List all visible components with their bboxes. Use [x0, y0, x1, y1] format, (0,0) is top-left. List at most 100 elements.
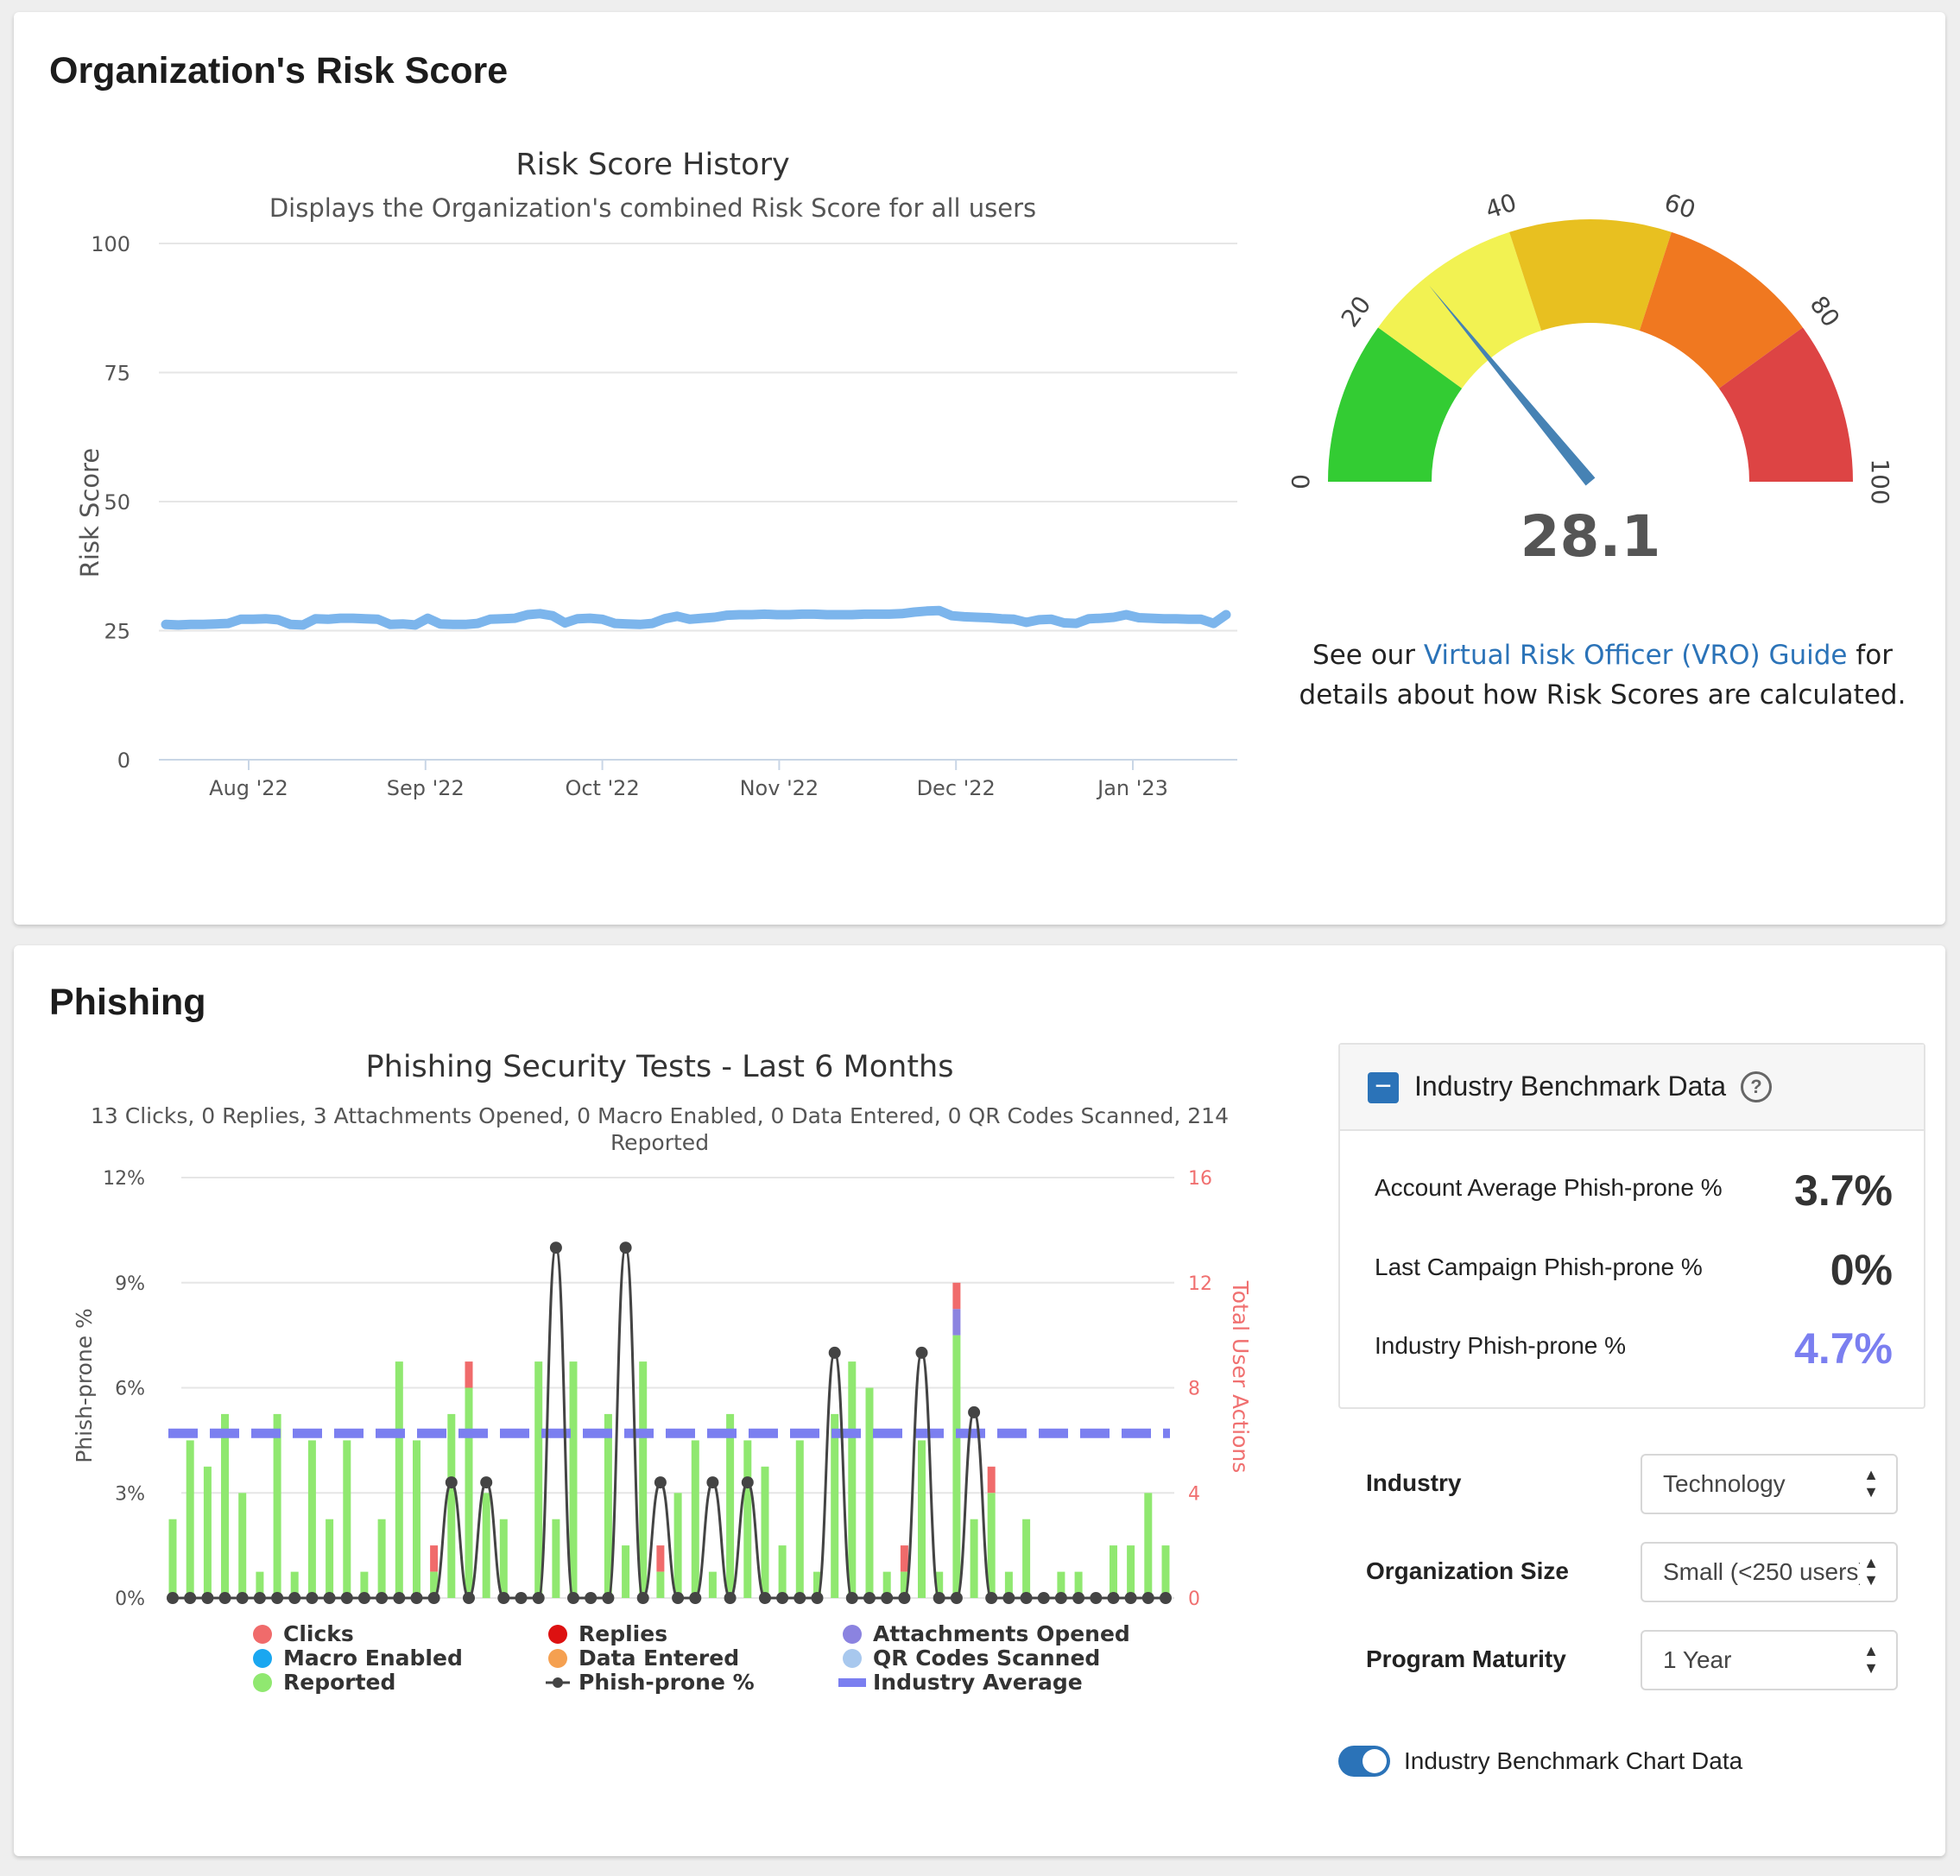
- reported-bar: [343, 1440, 351, 1598]
- reported-bar: [726, 1413, 735, 1598]
- legend-item[interactable]: Industry Average: [838, 1670, 1083, 1695]
- legend-item[interactable]: Reported: [253, 1670, 395, 1695]
- reported-bar: [691, 1440, 699, 1598]
- phish-prone-point: [515, 1592, 528, 1604]
- reported-bar: [882, 1571, 891, 1598]
- legend-item[interactable]: Clicks: [253, 1621, 354, 1646]
- reported-bar: [970, 1519, 978, 1598]
- reported-bar: [552, 1519, 560, 1598]
- benchmark-chart-toggle[interactable]: [1338, 1746, 1390, 1777]
- reported-bar: [1127, 1545, 1135, 1598]
- phish-prone-point: [654, 1476, 667, 1489]
- phish-left-axis-label: Phish-prone %: [72, 1308, 97, 1463]
- legend-marker: [548, 1649, 567, 1668]
- legend-item[interactable]: QR Codes Scanned: [843, 1645, 1100, 1671]
- benchmark-value: 3.7%: [1794, 1166, 1893, 1215]
- reported-bar: [1057, 1571, 1065, 1598]
- legend-item[interactable]: Data Entered: [548, 1645, 739, 1671]
- phish-prone-point: [811, 1592, 824, 1604]
- organization-size-select[interactable]: Small (<250 users) ▲ ▼: [1641, 1542, 1898, 1602]
- help-icon[interactable]: ?: [1741, 1071, 1772, 1102]
- x-tick-label: Jan '23: [1096, 776, 1168, 800]
- benchmark-row-account-average: Account Average Phish-prone % 3.7%: [1375, 1165, 1893, 1217]
- clicks-bar: [900, 1545, 908, 1572]
- legend-label: Attachments Opened: [873, 1621, 1130, 1646]
- gauge-tick-label: 100: [1866, 458, 1894, 504]
- risk-card-title: Organization's Risk Score: [49, 50, 509, 92]
- phish-prone-point: [759, 1592, 771, 1604]
- reported-bar: [221, 1413, 229, 1598]
- vro-suffix: for details about how Risk Scores are ca…: [1299, 640, 1906, 711]
- gauge-needle: [1429, 285, 1596, 486]
- x-tick-label: Aug '22: [209, 776, 288, 800]
- legend-item[interactable]: Replies: [548, 1621, 667, 1646]
- phish-prone-point: [167, 1592, 179, 1604]
- y-tick-label: 25: [104, 620, 130, 644]
- reported-bar: [168, 1519, 177, 1598]
- risk-score-card: Organization's Risk Score Risk Score His…: [14, 12, 1945, 925]
- benchmark-value: 4.7%: [1794, 1324, 1893, 1373]
- phish-prone-point: [549, 1241, 562, 1254]
- phish-prone-point: [306, 1592, 319, 1604]
- x-tick-label: Nov '22: [740, 776, 819, 800]
- phish-prone-point: [602, 1592, 615, 1604]
- legend-marker: [838, 1678, 866, 1687]
- phish-prone-point: [253, 1592, 266, 1604]
- legend-item[interactable]: Macro Enabled: [253, 1645, 463, 1671]
- reported-bar: [604, 1413, 612, 1598]
- risk-score-history-chart: Risk Score History Displays the Organiza…: [75, 148, 1237, 800]
- organization-size-select-value: Small (<250 users): [1663, 1558, 1860, 1585]
- x-tick-label: Sep '22: [387, 776, 465, 800]
- phish-prone-point: [1037, 1592, 1050, 1604]
- gauge-band: [1328, 327, 1463, 482]
- phish-prone-point: [236, 1592, 249, 1604]
- program-maturity-select[interactable]: 1 Year ▲ ▼: [1641, 1630, 1898, 1690]
- reported-bar: [499, 1519, 508, 1598]
- reported-bar: [813, 1571, 821, 1598]
- legend-item[interactable]: Phish-prone %: [546, 1670, 755, 1695]
- reported-bar: [848, 1361, 857, 1598]
- reported-bar: [987, 1493, 996, 1599]
- benchmark-row-industry: Industry Phish-prone % 4.7%: [1375, 1323, 1893, 1375]
- legend-item[interactable]: Attachments Opened: [843, 1621, 1130, 1646]
- reported-bar: [795, 1440, 804, 1598]
- risk-gauge: 0 20 40 60 80 100 28.1: [1287, 188, 1894, 570]
- industry-select[interactable]: Technology ▲ ▼: [1641, 1454, 1898, 1514]
- reported-bar: [290, 1571, 299, 1598]
- program-maturity-label: Program Maturity: [1366, 1645, 1566, 1672]
- legend-label: Phish-prone %: [579, 1670, 755, 1695]
- reported-bar: [447, 1413, 456, 1598]
- reported-bar: [482, 1493, 490, 1599]
- phish-prone-point: [863, 1592, 876, 1604]
- phish-prone-point: [340, 1592, 353, 1604]
- phish-prone-point: [288, 1592, 301, 1604]
- left-tick-label: 9%: [115, 1273, 145, 1295]
- organization-size-label: Organization Size: [1366, 1557, 1569, 1584]
- reported-bar: [831, 1413, 839, 1598]
- legend-marker: [253, 1673, 272, 1692]
- benchmark-label: Account Average Phish-prone %: [1375, 1174, 1723, 1201]
- right-tick-label: 0: [1188, 1589, 1200, 1610]
- phish-prone-point: [376, 1592, 389, 1604]
- vro-guide-text: See our Virtual Risk Officer (VRO) Guide…: [1292, 635, 1913, 715]
- collapse-button[interactable]: −: [1368, 1071, 1399, 1103]
- legend-label: QR Codes Scanned: [873, 1645, 1100, 1671]
- y-axis-label: Risk Score: [75, 448, 104, 578]
- legend-marker: [843, 1649, 862, 1668]
- y-tick-label: 75: [104, 362, 130, 386]
- reported-bar: [900, 1571, 908, 1598]
- legend-label: Data Entered: [579, 1645, 739, 1671]
- gauge-tick-label: 60: [1661, 188, 1699, 224]
- chart-title: Risk Score History: [515, 148, 789, 182]
- chart-subtitle: Displays the Organization's combined Ris…: [269, 193, 1036, 223]
- clicks-bar: [656, 1545, 665, 1572]
- phish-prone-point: [1124, 1592, 1137, 1604]
- phish-prone-point: [672, 1592, 685, 1604]
- phish-prone-point: [950, 1592, 963, 1604]
- phish-prone-point: [532, 1592, 545, 1604]
- clicks-bar: [430, 1545, 439, 1572]
- reported-bar: [307, 1440, 316, 1598]
- right-tick-label: 12: [1188, 1273, 1212, 1295]
- vro-guide-link[interactable]: Virtual Risk Officer (VRO) Guide: [1423, 640, 1848, 671]
- phish-chart-subtitle: 13 Clicks, 0 Replies, 3 Attachments Open…: [91, 1103, 1229, 1128]
